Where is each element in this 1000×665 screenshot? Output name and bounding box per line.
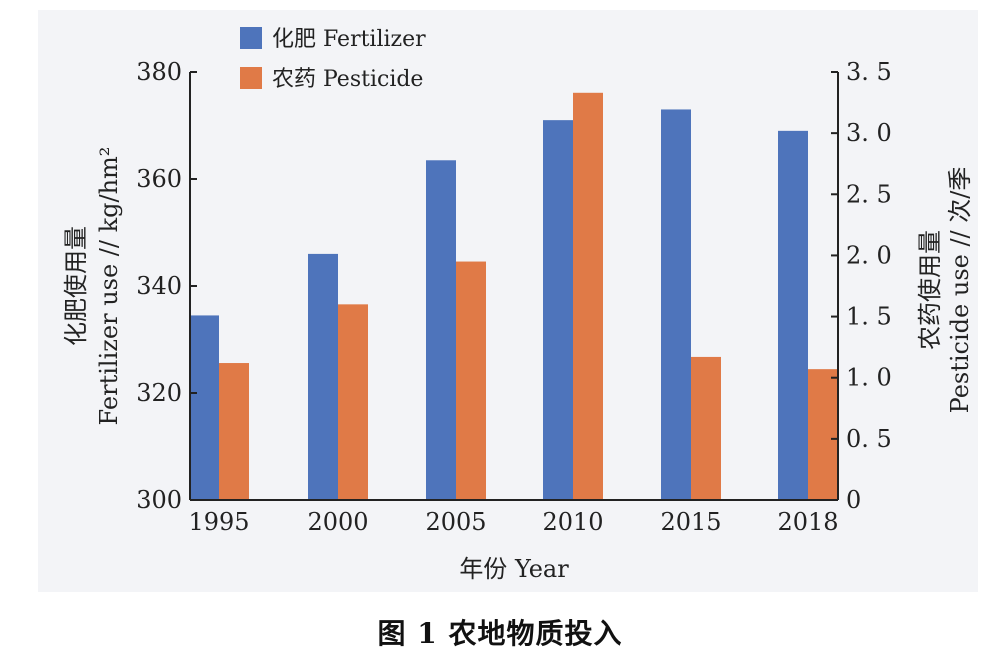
legend-group: 化肥 Fertilizer 农药 Pesticide	[240, 27, 426, 92]
right-tick-label: 3. 0	[846, 119, 892, 147]
x-tick-label: 2015	[660, 508, 721, 536]
left-tick-label: 340	[136, 272, 182, 300]
x-tick-label: 2018	[777, 508, 838, 536]
legend-label: 农药 Pesticide	[272, 67, 423, 92]
fertilizer-bar-2005	[426, 160, 456, 500]
right-tick-label: 0	[846, 486, 861, 514]
pesticide-bar-1995	[219, 363, 249, 500]
fertilizer-bar-1995	[189, 315, 219, 500]
pesticide-bar-2000	[338, 304, 368, 500]
fertilizer-bar-2018	[778, 130, 808, 500]
left-tick-label: 380	[136, 58, 182, 86]
pesticide-bar-2010	[573, 92, 603, 500]
legend-swatch	[240, 27, 262, 49]
x-tick-label: 2005	[425, 508, 486, 536]
right-tick-label: 0. 5	[846, 425, 892, 453]
bar-chart: 300 320 340 360 380 0 0. 5 1. 0 1. 5 2. 0 2. 5 3. 0…	[62, 27, 974, 583]
left-tick-label: 320	[136, 379, 182, 407]
right-tick-label: 1. 5	[846, 303, 892, 331]
x-tick-label: 1995	[188, 508, 249, 536]
fertilizer-bar-2000	[308, 253, 338, 500]
x-axis-title: 年份 Year	[459, 555, 569, 583]
right-tick-label: 2. 5	[846, 180, 892, 208]
x-tick-label: 2000	[307, 508, 368, 536]
left-axis-title-line: 化肥使用量	[62, 226, 90, 346]
left-tick-label: 360	[136, 165, 182, 193]
pesticide-bar-2015	[691, 356, 721, 500]
pesticide-bar-2005	[456, 261, 486, 500]
left-tick-label: 300	[136, 486, 182, 514]
x-tick-label: 2010	[542, 508, 603, 536]
right-axis-title-line: Pesticide use // 次/季	[946, 167, 974, 414]
right-tick-label: 2. 0	[846, 241, 892, 269]
axes-group: 300 320 340 360 380 0 0. 5 1. 0 1. 5 2. 0 2. 5 3. 0…	[136, 58, 892, 536]
right-tick-label: 3. 5	[846, 58, 892, 86]
axis-titles-group: 年份 Year 化肥使用量 Fertilizer use // kg/hm² 农药使用…	[62, 147, 974, 583]
legend-label: 化肥 Fertilizer	[272, 27, 426, 52]
legend-swatch	[240, 67, 262, 89]
pesticide-bar-2018	[808, 369, 838, 500]
fertilizer-bar-2015	[661, 109, 691, 500]
bars-group	[189, 92, 838, 501]
fertilizer-bar-2010	[543, 120, 573, 501]
right-tick-label: 1. 0	[846, 364, 892, 392]
right-axis-title-line: 农药使用量	[916, 230, 944, 350]
left-axis-title-line: Fertilizer use // kg/hm²	[95, 147, 123, 426]
figure-caption: 图 1 农地物质投入	[377, 617, 623, 650]
